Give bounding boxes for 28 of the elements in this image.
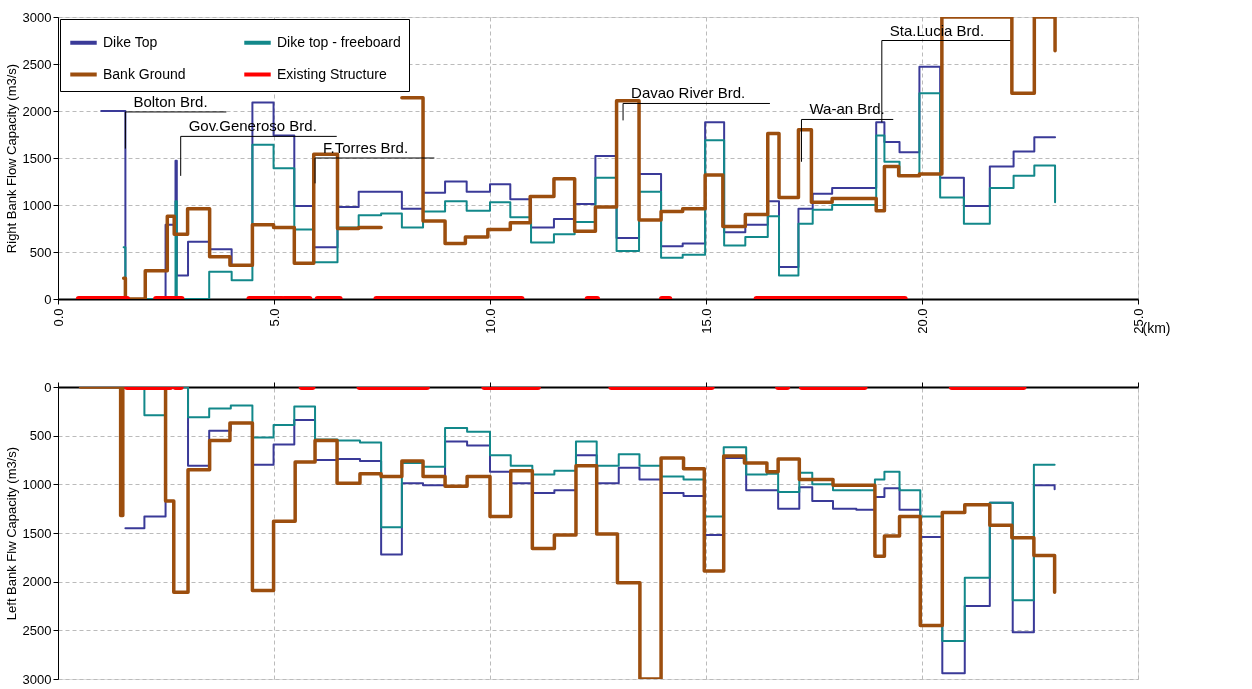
y-tick-label: 1000	[22, 476, 52, 492]
y-tick-label: 2500	[22, 56, 52, 72]
y-tick-label: 1500	[22, 150, 52, 166]
x-tick-label: 20.0	[914, 308, 930, 334]
x-tick-label: 0.0	[50, 308, 66, 327]
y-tick-label: 3000	[22, 9, 52, 25]
y-tick-label: 500	[29, 244, 52, 260]
x-tick-label: 15.0	[698, 308, 714, 334]
y-tick-label: 2500	[22, 622, 52, 638]
y-tick-label: 0	[44, 379, 52, 395]
y-tick-label: 2000	[22, 574, 52, 590]
annotation: F.Torres Brd.	[323, 139, 409, 156]
annotation: Bolton Brd.	[133, 92, 208, 110]
y-tick-label: 2000	[22, 103, 52, 119]
legend-label: Existing Structure	[277, 65, 387, 82]
y-tick-label: 1000	[22, 197, 52, 213]
annotation: Davao River Brd.	[631, 84, 746, 102]
y-tick-label: 0	[44, 291, 52, 307]
x-tick-label: 5.0	[266, 308, 282, 327]
legend-label: Dike top - freeboard	[277, 33, 401, 50]
y-axis-title: Left Bank Flw Capacity (m3/s)	[3, 446, 19, 621]
y-axis-title: Right Bank Flow Capacity (m3/s)	[3, 63, 19, 254]
legend-label: Dike Top	[103, 33, 158, 50]
y-tick-label: 3000	[22, 671, 52, 687]
y-tick-label: 1500	[22, 525, 52, 541]
x-tick-label: 10.0	[482, 308, 498, 334]
y-tick-label: 500	[29, 428, 52, 444]
legend-label: Bank Ground	[103, 65, 186, 82]
